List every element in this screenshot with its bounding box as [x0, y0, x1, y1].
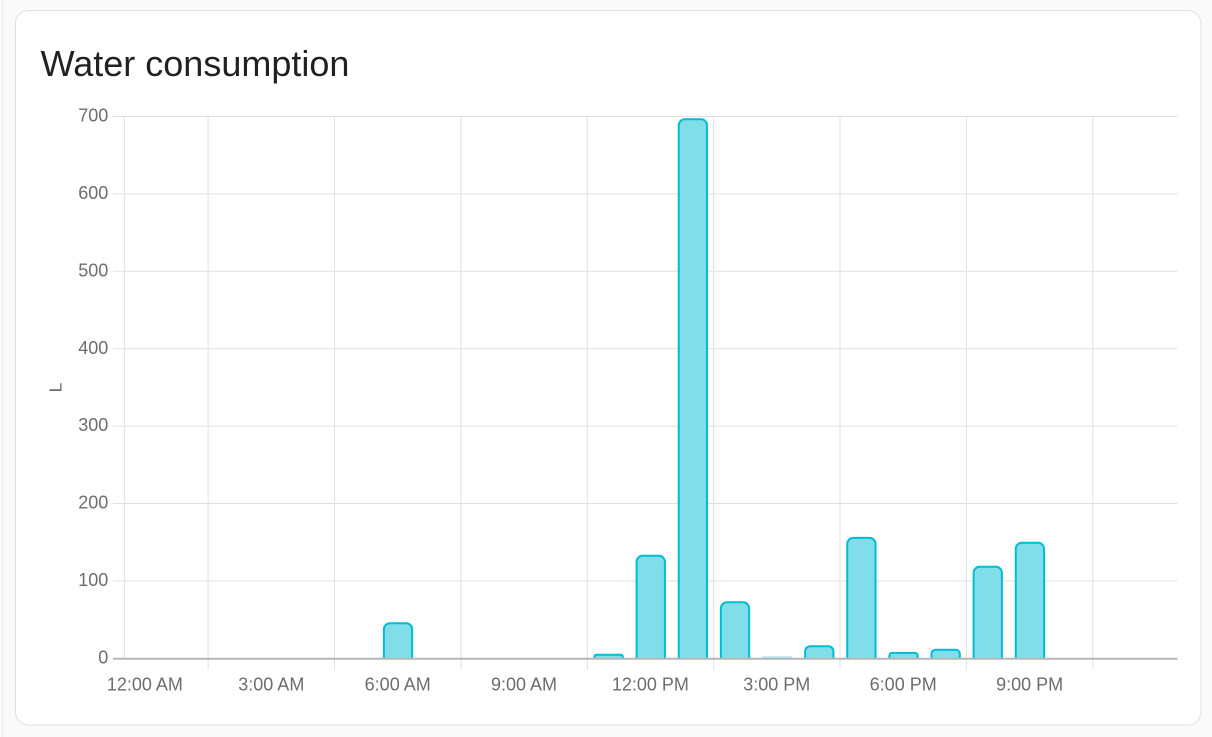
svg-text:6:00 AM: 6:00 AM — [365, 675, 431, 695]
svg-text:6:00 PM: 6:00 PM — [870, 675, 937, 695]
svg-text:12:00 PM: 12:00 PM — [612, 675, 689, 695]
svg-text:700: 700 — [78, 106, 108, 126]
svg-text:Water consumption: Water consumption — [41, 43, 350, 84]
svg-text:L: L — [46, 382, 66, 392]
svg-text:9:00 AM: 9:00 AM — [491, 675, 557, 695]
svg-text:600: 600 — [78, 183, 108, 203]
svg-text:500: 500 — [78, 260, 108, 280]
svg-text:400: 400 — [78, 338, 108, 358]
svg-text:3:00 PM: 3:00 PM — [743, 675, 810, 695]
svg-text:9:00 PM: 9:00 PM — [996, 675, 1063, 695]
svg-text:200: 200 — [78, 493, 108, 513]
svg-text:12:00 AM: 12:00 AM — [107, 675, 183, 695]
svg-text:0: 0 — [98, 648, 108, 668]
svg-text:3:00 AM: 3:00 AM — [238, 675, 304, 695]
svg-text:100: 100 — [78, 570, 108, 590]
svg-text:300: 300 — [78, 415, 108, 435]
